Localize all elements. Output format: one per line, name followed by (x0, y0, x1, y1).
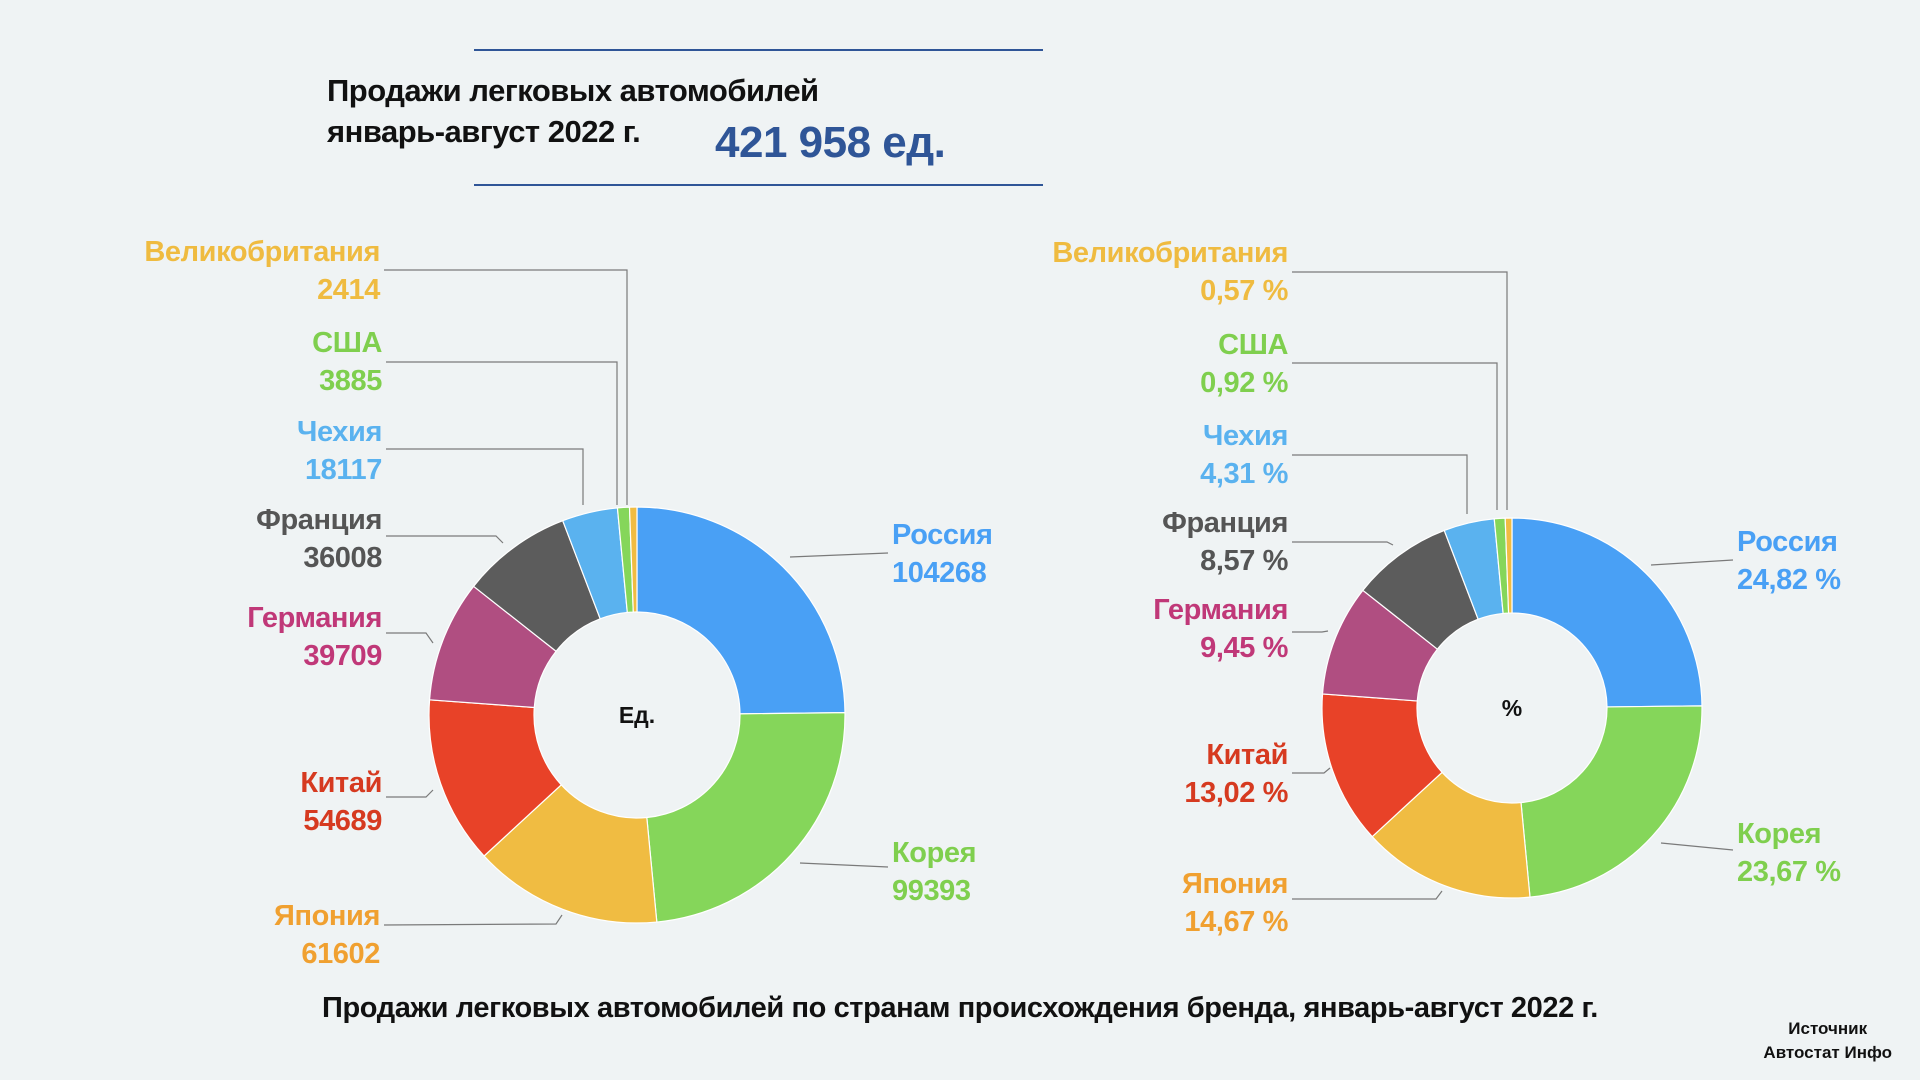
slice-корея (646, 712, 846, 923)
label-name-великобритания: Великобритания (1052, 237, 1288, 269)
label-value-сша: 0,92 % (1200, 367, 1288, 399)
label-value-германия: 39709 (303, 640, 382, 672)
label-value-чехия: 4,31 % (1200, 458, 1288, 490)
label-name-франция: Франция (256, 504, 382, 536)
label-value-россия: 24,82 % (1737, 564, 1841, 596)
leader-line-россия (789, 552, 889, 558)
slice-россия (636, 506, 846, 715)
label-name-россия: Россия (892, 519, 993, 551)
label-value-сша: 3885 (319, 365, 382, 397)
leader-line-сша (386, 361, 618, 505)
label-name-россия: Россия (1737, 526, 1838, 558)
label-name-япония: Япония (1182, 868, 1288, 900)
donut-chart-units: Ед. Россия 104268 Корея 99393 Япония 61602 Кита… (144, 236, 993, 970)
label-name-корея: Корея (1737, 818, 1821, 850)
header-rule-top (474, 49, 1043, 51)
donut-center-label: % (1502, 695, 1522, 721)
label-value-корея: 23,67 % (1737, 856, 1841, 888)
label-name-франция: Франция (1162, 507, 1288, 539)
label-value-франция: 8,57 % (1200, 545, 1288, 577)
leader-line-россия (1650, 559, 1734, 566)
leader-line-франция (386, 535, 504, 544)
slice-корея (1520, 705, 1703, 898)
source-note: Источник Автостат Инфо (1763, 1017, 1892, 1065)
leader-line-корея (799, 862, 889, 868)
label-name-германия: Германия (247, 602, 382, 634)
leader-line-франция (1292, 541, 1394, 546)
label-name-япония: Япония (274, 900, 380, 932)
header-title-line2: январь-август 2022 г. (327, 114, 641, 149)
label-value-германия: 9,45 % (1200, 632, 1288, 664)
donut-chart-percent: % Россия 24,82 % Корея 23,67 % Япония 14,67 % К… (1052, 237, 1841, 938)
label-value-россия: 104268 (892, 557, 987, 589)
label-name-сша: США (1218, 329, 1288, 361)
leader-line-чехия (1292, 454, 1468, 514)
slice-россия (1511, 517, 1703, 708)
source-name: Автостат Инфо (1763, 1043, 1892, 1062)
leader-line-великобритания (1292, 271, 1508, 510)
leader-line-китай (1292, 767, 1331, 774)
leader-line-корея (1660, 842, 1734, 851)
donut-center-label: Ед. (619, 702, 655, 728)
header-total: 421 958 ед. (715, 118, 946, 167)
label-value-франция: 36008 (303, 542, 382, 574)
slice-япония (1371, 771, 1531, 899)
label-value-чехия: 18117 (305, 454, 382, 486)
slice-великобритания (1504, 517, 1513, 614)
label-name-чехия: Чехия (1203, 420, 1288, 452)
label-value-китай: 54689 (303, 805, 382, 837)
label-name-великобритания: Великобритания (144, 236, 380, 268)
header-title-line1: Продажи легковых автомобилей (327, 73, 819, 108)
footer-title: Продажи легковых автомобилей по странам … (322, 992, 1598, 1024)
leader-line-чехия (386, 448, 584, 505)
header-rule-bottom (474, 184, 1043, 186)
slice-китай (428, 699, 563, 857)
leader-line-германия (1292, 630, 1329, 633)
label-name-германия: Германия (1153, 594, 1288, 626)
label-value-япония: 14,67 % (1184, 906, 1288, 938)
leader-line-великобритания (384, 269, 628, 505)
leader-line-япония (383, 914, 563, 926)
header: Продажи легковых автомобилей январь-авгу… (0, 0, 1920, 200)
leader-line-сша (1292, 362, 1498, 510)
label-value-великобритания: 0,57 % (1200, 275, 1288, 307)
source-label: Источник (1788, 1019, 1868, 1038)
label-name-китай: Китай (1206, 739, 1288, 771)
label-name-чехия: Чехия (297, 416, 382, 448)
label-name-китай: Китай (300, 767, 382, 799)
label-value-китай: 13,02 % (1184, 777, 1288, 809)
label-value-япония: 61602 (301, 938, 380, 970)
leader-line-китай (386, 789, 434, 798)
header-title: Продажи легковых автомобилей январь-авгу… (327, 70, 819, 152)
label-value-корея: 99393 (892, 875, 971, 907)
label-name-корея: Корея (892, 837, 976, 869)
label-value-великобритания: 2414 (317, 274, 380, 306)
leader-line-япония (1292, 890, 1443, 900)
label-name-сша: США (312, 327, 382, 359)
slice-великобритания (628, 506, 638, 613)
leader-line-германия (386, 632, 434, 644)
